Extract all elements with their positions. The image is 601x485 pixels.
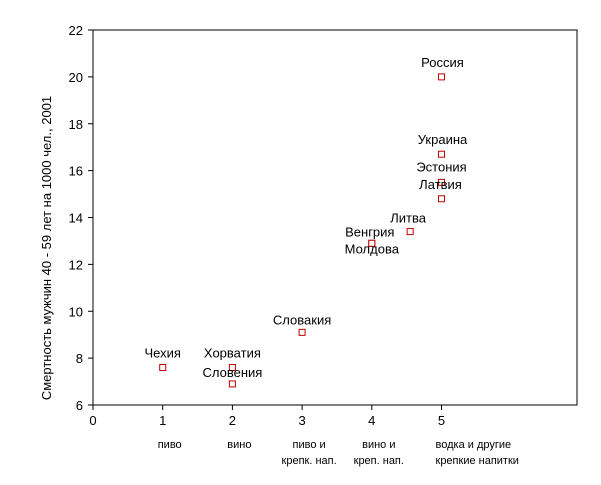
x-tick-label: 3 (298, 413, 305, 428)
category-label: креп. нап. (354, 455, 404, 467)
y-tick-label: 12 (69, 257, 83, 272)
point-label: Украина (418, 132, 468, 147)
data-point (368, 239, 376, 247)
point-label: Венгрия (345, 224, 394, 239)
category-label: пиво (158, 439, 182, 451)
y-tick-label: 18 (69, 117, 83, 132)
y-tick-label: 6 (76, 398, 83, 413)
category-label: крепкие напитки (436, 455, 519, 467)
data-point (406, 228, 414, 236)
data-point (228, 380, 236, 388)
category-label: вино и (362, 439, 395, 451)
point-labels: Чехия Хорватия Словения Словакия Венгрия Молд… (144, 55, 468, 380)
point-label: Словакия (273, 312, 331, 327)
x-tick-label: 2 (229, 413, 236, 428)
point-label: Чехия (144, 346, 180, 361)
category-label: пиво и (293, 439, 326, 451)
point-label: Словения (202, 365, 262, 380)
category-labels: пиво вино пиво и крепк. нап. вино и креп. нап… (158, 439, 519, 467)
y-tick-label: 10 (69, 304, 83, 319)
data-point (228, 364, 236, 371)
y-tick-label: 8 (76, 351, 83, 366)
category-label: водка и другие (436, 439, 512, 451)
x-tick-label: 0 (89, 413, 96, 428)
point-label: Эстония (416, 159, 466, 174)
point-label: Литва (390, 211, 427, 226)
y-axis: 6 8 10 12 14 16 18 20 22 (69, 23, 93, 413)
x-axis: 0 1 2 3 4 5 (89, 405, 445, 428)
y-tick-label: 22 (69, 23, 83, 38)
data-point (438, 150, 445, 158)
category-label: вино (227, 439, 251, 451)
data-point (159, 364, 167, 371)
point-label: Молдова (345, 241, 400, 256)
point-label: Россия (421, 55, 464, 70)
category-label: крепк. нап. (282, 455, 337, 467)
data-points (159, 73, 445, 388)
y-tick-label: 14 (69, 211, 83, 226)
y-tick-label: 16 (69, 164, 83, 179)
y-tick-label: 20 (69, 70, 83, 85)
point-label: Хорватия (204, 346, 261, 361)
x-tick-label: 5 (438, 413, 445, 428)
data-point (298, 328, 306, 336)
data-point (438, 73, 445, 81)
data-point (438, 178, 445, 186)
x-tick-label: 1 (159, 413, 166, 428)
point-label: Латвия (419, 177, 462, 192)
y-axis-label: Смертность мужчин 40 - 59 лет на 1000 че… (39, 96, 54, 400)
x-tick-label: 4 (368, 413, 375, 428)
data-point (438, 195, 445, 203)
